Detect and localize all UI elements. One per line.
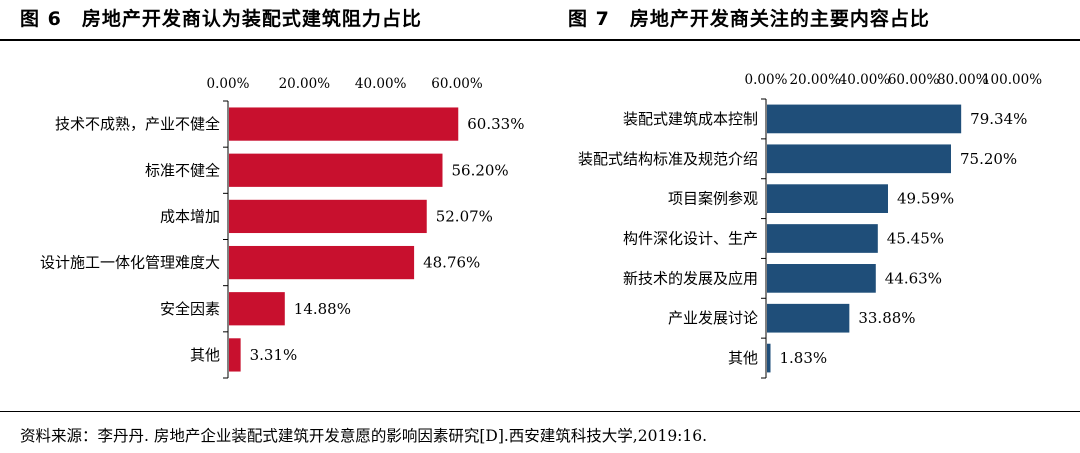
x-tick-label: 60.00% (431, 76, 483, 92)
bar (229, 338, 241, 372)
source-note: 资料来源：李丹丹. 房地产企业装配式建筑开发意愿的影响因素研究[D].西安建筑科… (20, 427, 708, 445)
bar (229, 292, 285, 326)
bar (767, 264, 876, 293)
category-label: 项目案例参观 (668, 190, 758, 208)
x-tick-label: 40.00% (355, 76, 407, 92)
bar-value-label: 52.07% (436, 207, 493, 225)
bottom-rule (0, 411, 1080, 412)
bar (229, 245, 415, 280)
category-label: 安全因素 (160, 300, 220, 318)
bar (229, 107, 459, 141)
top-rule (0, 39, 1080, 41)
bar (767, 224, 878, 253)
bar-value-label: 79.34% (970, 110, 1027, 128)
focus-bar-chart: 0.00% 20.00%40.00%60.00%80.00%100.00% 装配式建… (578, 72, 1042, 379)
bar-value-label: 48.76% (423, 254, 480, 272)
left-figure-title: 图 6 房地产开发商认为装配式建筑阻力占比 (20, 8, 422, 30)
bar (767, 303, 850, 333)
bar-value-label: 45.45% (887, 230, 944, 248)
category-label: 标准不健全 (145, 161, 220, 179)
x-tick-label: 20.00% (279, 76, 331, 92)
category-label: 产业发展讨论 (668, 309, 758, 327)
x-tick-label: 80.00% (937, 72, 989, 88)
bar-value-label: 49.59% (897, 190, 954, 208)
bar-value-label: 33.88% (858, 309, 915, 327)
bar (229, 199, 427, 234)
x-tick-label: 60.00% (888, 72, 940, 88)
bar (767, 104, 962, 134)
resistance-bar-chart: 0.00% 20.00% 40.00% 60.00% 技术不成熟，产业不健全 60.33%… (40, 76, 524, 379)
category-label: 成本增加 (160, 207, 220, 225)
bar (767, 184, 888, 213)
bar-value-label: 56.20% (451, 161, 508, 179)
bar (767, 343, 771, 373)
category-label: 技术不成熟，产业不健全 (55, 115, 220, 133)
bar (767, 144, 951, 174)
category-label: 构件深化设计、生产 (623, 230, 758, 248)
bar-value-label: 1.83% (780, 349, 828, 367)
x-tick-label: 40.00% (839, 72, 891, 88)
category-label: 装配式结构标准及规范介绍 (578, 150, 758, 168)
x-tick-label: 100.00% (982, 72, 1042, 88)
bar-value-label: 3.31% (250, 346, 298, 364)
bar-value-label: 14.88% (294, 300, 351, 318)
category-label: 新技术的发展及应用 (623, 269, 758, 287)
x-tick-label: 0.00% (207, 76, 250, 92)
bar (229, 153, 443, 187)
bar-value-label: 44.63% (885, 269, 942, 287)
category-label: 其他 (728, 349, 758, 367)
bar-value-label: 60.33% (467, 115, 524, 133)
right-figure-title: 图 7 房地产开发商关注的主要内容占比 (568, 8, 930, 30)
x-tick-label: 20.00% (789, 72, 841, 88)
category-label: 装配式建筑成本控制 (623, 110, 758, 128)
category-label: 其他 (190, 346, 220, 364)
bar-value-label: 75.20% (960, 150, 1017, 168)
category-label: 设计施工一体化管理难度大 (40, 254, 220, 272)
x-tick-label: 0.00% (745, 72, 788, 88)
